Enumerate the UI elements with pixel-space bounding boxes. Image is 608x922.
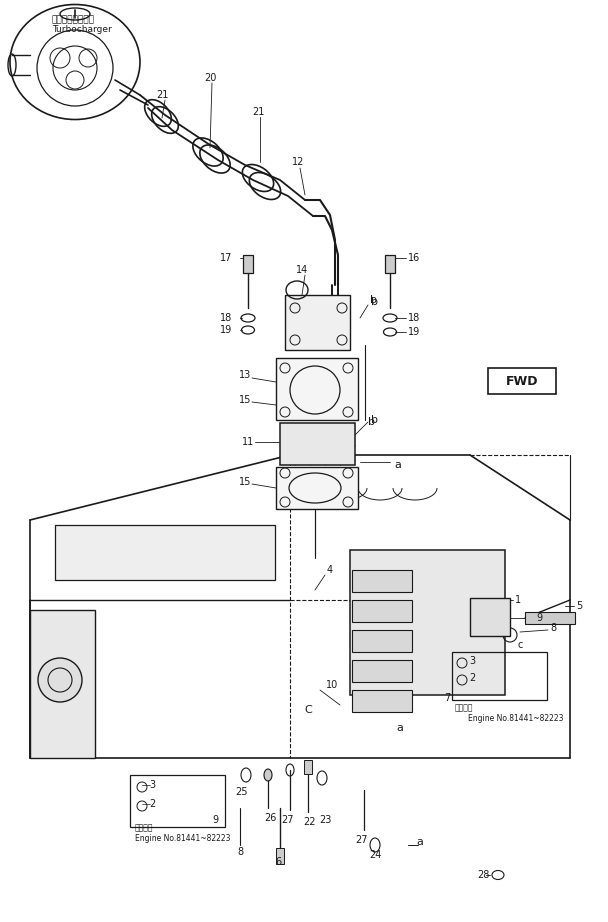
Text: ターボチャージャ: ターボチャージャ xyxy=(52,16,95,25)
Text: 8: 8 xyxy=(550,623,556,633)
Text: 12: 12 xyxy=(292,157,304,167)
Bar xyxy=(280,423,355,465)
Text: 9: 9 xyxy=(212,815,218,825)
Text: 27: 27 xyxy=(356,835,368,845)
Text: 9: 9 xyxy=(536,613,542,623)
Text: 6: 6 xyxy=(275,857,281,867)
Bar xyxy=(385,255,395,273)
Bar xyxy=(243,255,253,273)
Text: 21: 21 xyxy=(252,107,264,117)
Text: b: b xyxy=(371,415,379,425)
Circle shape xyxy=(38,658,82,702)
Bar xyxy=(276,848,284,864)
Text: 2: 2 xyxy=(469,673,475,683)
Bar xyxy=(276,358,358,420)
Text: 適用号機: 適用号機 xyxy=(135,823,153,833)
Text: 15: 15 xyxy=(239,395,251,405)
Text: 3: 3 xyxy=(469,656,475,666)
Text: Engine No.81441~82223: Engine No.81441~82223 xyxy=(468,714,564,723)
Text: 適用号機: 適用号機 xyxy=(455,703,474,713)
Bar xyxy=(470,598,510,636)
Text: a: a xyxy=(395,460,401,470)
Bar xyxy=(276,467,358,509)
Bar xyxy=(130,775,225,827)
Text: b: b xyxy=(370,295,377,305)
Text: Engine No.81441~82223: Engine No.81441~82223 xyxy=(135,833,230,843)
Text: 11: 11 xyxy=(242,437,254,447)
Text: 4: 4 xyxy=(327,565,333,575)
Text: 23: 23 xyxy=(319,815,331,825)
Text: 7: 7 xyxy=(444,693,450,703)
Text: 22: 22 xyxy=(304,817,316,827)
Bar xyxy=(55,525,275,580)
Bar xyxy=(452,652,547,700)
Text: 10: 10 xyxy=(326,680,338,690)
Text: 25: 25 xyxy=(236,787,248,797)
Text: 14: 14 xyxy=(296,265,308,275)
Text: 15: 15 xyxy=(239,477,251,487)
Bar xyxy=(304,760,312,774)
Bar xyxy=(285,295,350,350)
Ellipse shape xyxy=(264,769,272,781)
Text: c: c xyxy=(518,640,523,650)
Text: a: a xyxy=(396,723,404,733)
Text: 17: 17 xyxy=(219,253,232,263)
Text: 26: 26 xyxy=(264,813,276,823)
Text: a: a xyxy=(416,837,423,847)
Text: 27: 27 xyxy=(282,815,294,825)
Bar xyxy=(352,660,412,682)
Text: 20: 20 xyxy=(204,73,216,83)
Bar xyxy=(30,610,95,758)
Text: 16: 16 xyxy=(408,253,420,263)
Bar xyxy=(352,630,412,652)
Text: 19: 19 xyxy=(408,327,420,337)
Bar xyxy=(525,612,575,624)
Text: 18: 18 xyxy=(219,313,232,323)
Text: 13: 13 xyxy=(239,370,251,380)
Text: 18: 18 xyxy=(408,313,420,323)
Text: 28: 28 xyxy=(478,870,490,880)
Text: b: b xyxy=(371,297,379,307)
Text: 2: 2 xyxy=(149,799,155,809)
Text: Turbocharger: Turbocharger xyxy=(52,26,112,34)
Text: 1: 1 xyxy=(515,595,521,605)
Bar xyxy=(352,690,412,712)
Bar xyxy=(350,550,505,695)
Text: 21: 21 xyxy=(156,90,168,100)
Text: 19: 19 xyxy=(219,325,232,335)
Bar xyxy=(352,600,412,622)
Bar xyxy=(352,570,412,592)
Text: 24: 24 xyxy=(369,850,381,860)
Text: 8: 8 xyxy=(237,847,243,857)
Text: b: b xyxy=(368,417,375,427)
Text: C: C xyxy=(304,705,312,715)
Text: 5: 5 xyxy=(576,601,582,611)
Text: 3: 3 xyxy=(149,780,155,790)
Bar xyxy=(488,368,556,394)
Text: FWD: FWD xyxy=(506,374,538,387)
